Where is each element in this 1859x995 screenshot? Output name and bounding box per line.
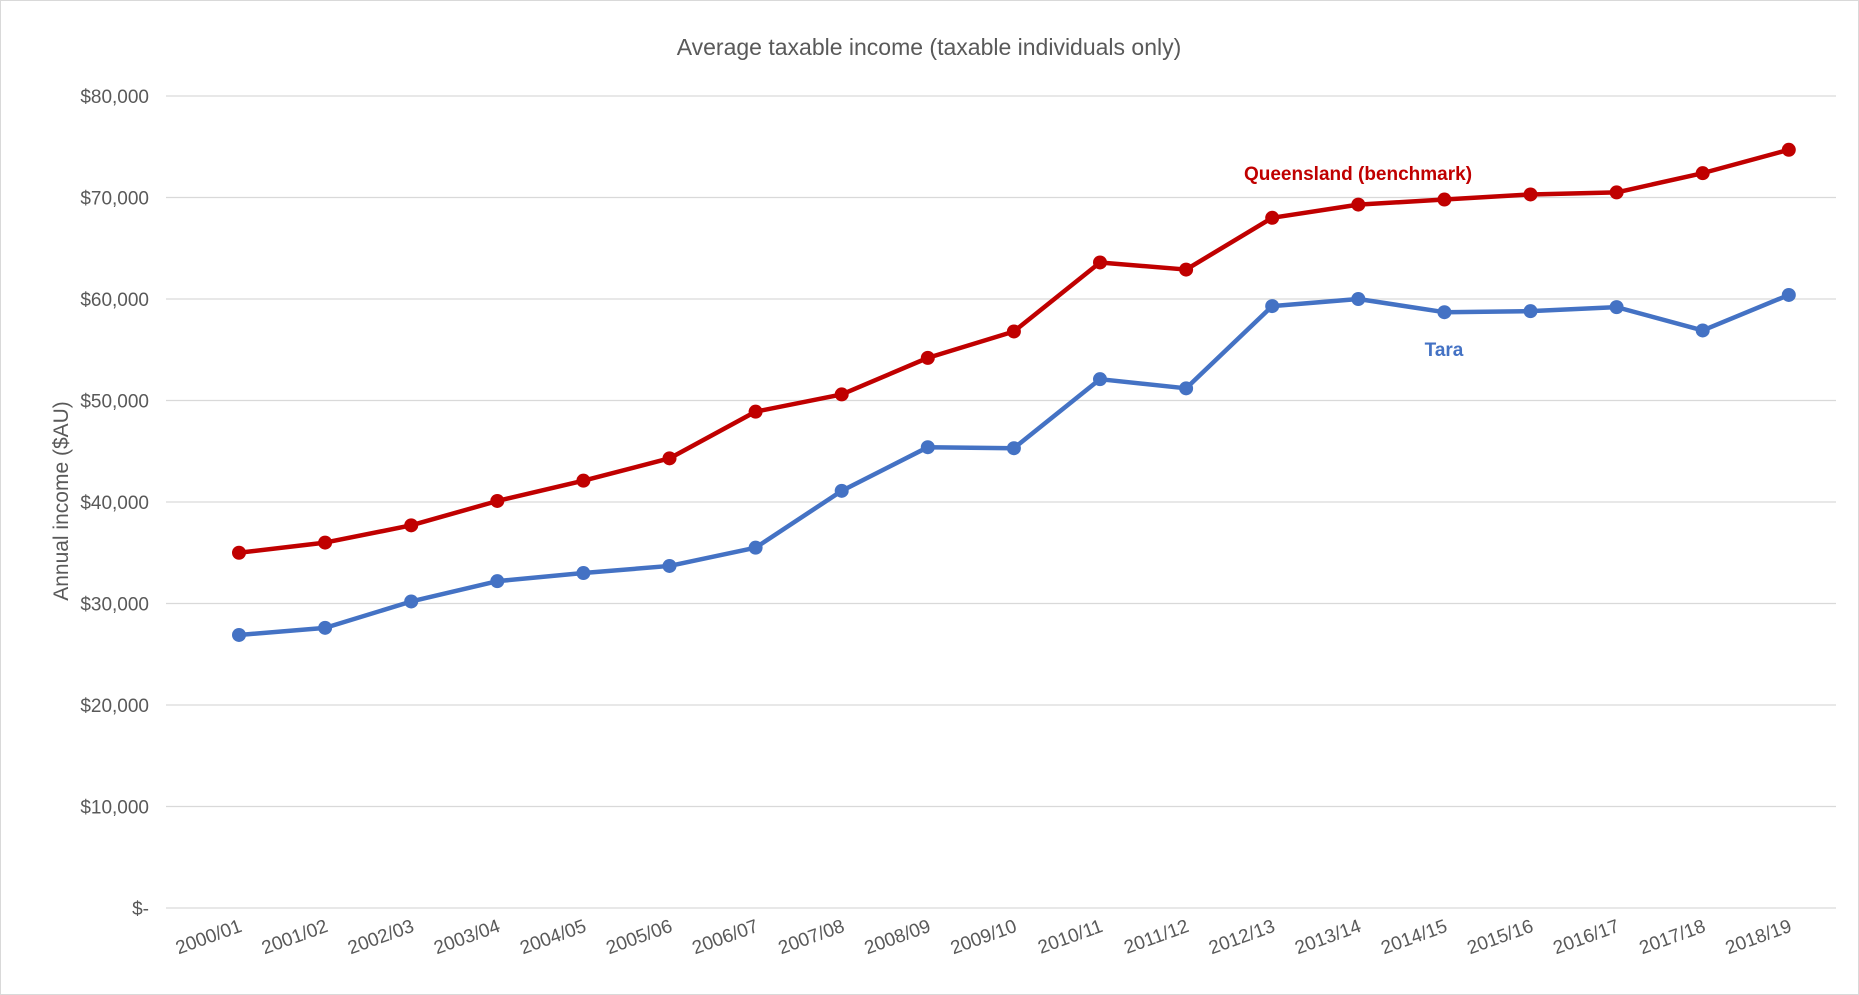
data-point bbox=[748, 404, 763, 419]
data-point bbox=[1006, 324, 1021, 339]
x-tick-label: 2006/07 bbox=[690, 916, 762, 959]
y-tick-label: $- bbox=[132, 899, 149, 920]
data-point bbox=[404, 518, 419, 533]
x-tick-label: 2014/15 bbox=[1378, 916, 1450, 959]
data-point bbox=[1093, 372, 1107, 387]
data-point bbox=[232, 627, 246, 642]
x-axis-ticks: 2000/01 2001/02 2002/03 2003/04 2004/05 2005/… bbox=[173, 916, 1795, 959]
y-tick-label: $10,000 bbox=[80, 798, 149, 819]
y-tick-label: $50,000 bbox=[80, 392, 149, 413]
data-point bbox=[404, 594, 419, 609]
x-tick-label: 2002/03 bbox=[345, 916, 417, 959]
series-line bbox=[236, 147, 1792, 555]
x-tick-label: 2009/10 bbox=[948, 916, 1020, 959]
x-tick-label: 2001/02 bbox=[259, 916, 331, 959]
data-point bbox=[1437, 192, 1452, 207]
data-point bbox=[1695, 166, 1710, 181]
data-point bbox=[1093, 255, 1107, 270]
y-tick-label: $70,000 bbox=[80, 189, 149, 210]
data-point bbox=[1781, 142, 1796, 157]
data-point bbox=[748, 540, 763, 555]
x-tick-label: 2005/06 bbox=[603, 916, 675, 959]
series-1 bbox=[232, 287, 1796, 642]
x-tick-label: 2015/16 bbox=[1464, 916, 1536, 959]
data-point bbox=[834, 483, 849, 498]
data-point bbox=[1179, 262, 1194, 277]
data-point bbox=[1179, 381, 1194, 396]
y-axis-title: Annual income ($AU) bbox=[50, 401, 73, 601]
data-point bbox=[1523, 304, 1538, 319]
y-tick-label: $20,000 bbox=[80, 696, 149, 717]
x-tick-label: 2016/17 bbox=[1551, 916, 1623, 959]
x-tick-label: 2007/08 bbox=[776, 916, 848, 959]
gridlines bbox=[166, 95, 1836, 909]
series-0 bbox=[232, 142, 1796, 560]
data-point bbox=[576, 566, 591, 581]
x-tick-label: 2012/13 bbox=[1206, 916, 1278, 959]
x-tick-label: 2011/12 bbox=[1121, 916, 1191, 959]
data-point bbox=[920, 440, 935, 455]
y-tick-label: $30,000 bbox=[80, 595, 149, 616]
data-point bbox=[1265, 299, 1280, 314]
series-labels: Queensland (benchmark) Tara bbox=[1244, 164, 1472, 361]
data-point bbox=[1437, 305, 1452, 320]
data-point bbox=[1351, 197, 1366, 212]
y-axis-ticks: $- $10,000 $20,000 $30,000 $40,000 $50,000 $60… bbox=[80, 87, 149, 920]
data-point bbox=[576, 473, 591, 488]
x-tick-label: 2017/18 bbox=[1637, 916, 1709, 959]
series-line bbox=[236, 292, 1792, 638]
data-point bbox=[232, 545, 246, 560]
x-tick-label: 2010/11 bbox=[1035, 916, 1105, 959]
series-lines bbox=[232, 142, 1796, 642]
chart-title: Average taxable income (taxable individu… bbox=[677, 34, 1182, 60]
data-point bbox=[318, 620, 333, 635]
data-point bbox=[1351, 292, 1366, 306]
y-tick-label: $60,000 bbox=[80, 290, 149, 311]
y-tick-label: $80,000 bbox=[80, 87, 149, 108]
data-point bbox=[318, 535, 333, 550]
y-tick-label: $40,000 bbox=[80, 493, 149, 514]
data-point bbox=[1265, 210, 1280, 225]
x-tick-label: 2003/04 bbox=[431, 916, 503, 959]
series-label: Queensland (benchmark) bbox=[1244, 164, 1472, 185]
x-tick-label: 2013/14 bbox=[1292, 916, 1364, 959]
data-point bbox=[920, 350, 935, 365]
data-point bbox=[834, 387, 849, 402]
data-point bbox=[490, 574, 505, 589]
series-label: Tara bbox=[1425, 340, 1464, 361]
data-point bbox=[662, 451, 677, 466]
data-point bbox=[1695, 323, 1710, 338]
data-point bbox=[490, 493, 505, 508]
x-tick-label: 2004/05 bbox=[517, 916, 589, 959]
x-tick-label: 2000/01 bbox=[173, 916, 245, 959]
data-point bbox=[1609, 185, 1624, 200]
x-tick-label: 2008/09 bbox=[862, 916, 934, 959]
x-tick-label: 2018/19 bbox=[1723, 916, 1795, 959]
data-point bbox=[1609, 300, 1624, 315]
data-point bbox=[1781, 287, 1796, 302]
data-point bbox=[1006, 441, 1021, 456]
data-point bbox=[1523, 187, 1538, 202]
data-point bbox=[662, 558, 677, 573]
